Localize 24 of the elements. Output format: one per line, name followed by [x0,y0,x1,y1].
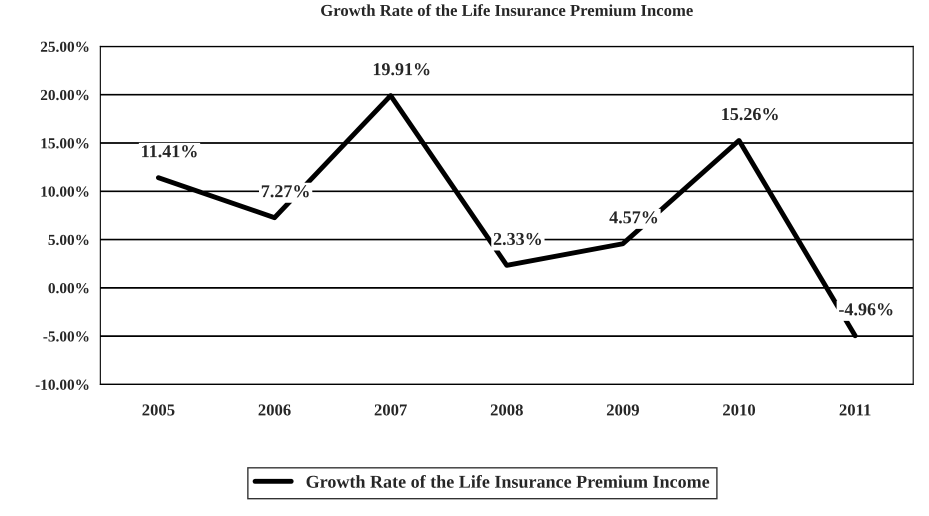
y-tick-label: 5.00% [48,234,88,246]
x-tick-label: 2006 [258,404,291,416]
x-tick-label: 2011 [840,404,870,416]
x-tick-label: 2007 [374,404,407,416]
y-tick-label: -10.00% [36,380,88,390]
chart-title: Growth Rate of the Life Insurance Premium Income [321,4,693,16]
data-label: -4.96% [839,303,892,316]
y-tick-label: 25.00% [40,42,88,52]
x-tick-label: 2010 [723,404,756,416]
data-label: 19.91% [374,63,430,76]
y-tick-label: 10.00% [41,186,88,197]
data-label: 2.33% [494,232,542,246]
legend-label: Growth Rate of the Life Insurance Premium Income [306,474,710,488]
x-tick-label: 2005 [142,404,174,416]
y-tick-label: 15.00% [41,138,88,149]
x-tick-label: 2009 [606,404,639,416]
x-tick-label: 2008 [490,404,523,416]
data-label: 4.57% [609,211,658,224]
data-label: 11.41% [142,145,197,158]
data-label: 7.27% [262,185,309,198]
y-tick-label: 0.00% [48,282,88,294]
y-tick-label: -5.00% [43,331,88,342]
y-tick-label: 20.00% [40,90,88,100]
data-label: 15.26% [722,108,778,120]
